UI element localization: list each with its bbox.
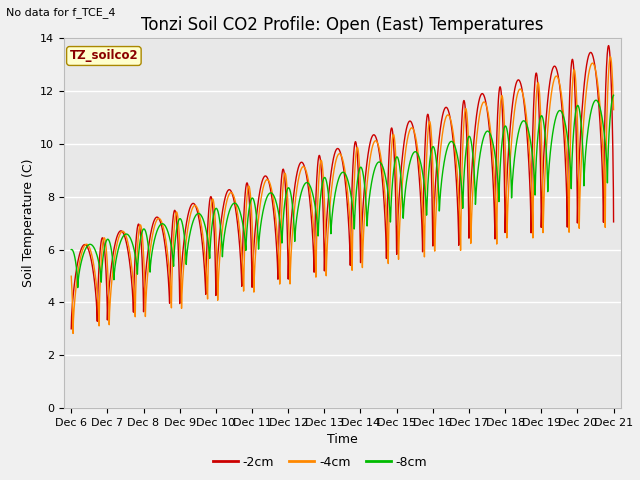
Text: No data for f_TCE_4: No data for f_TCE_4 [6,7,116,18]
Legend: -2cm, -4cm, -8cm: -2cm, -4cm, -8cm [208,451,432,474]
X-axis label: Time: Time [327,433,358,446]
Text: TZ_soilco2: TZ_soilco2 [70,49,138,62]
Y-axis label: Soil Temperature (C): Soil Temperature (C) [22,159,35,288]
Title: Tonzi Soil CO2 Profile: Open (East) Temperatures: Tonzi Soil CO2 Profile: Open (East) Temp… [141,16,543,34]
